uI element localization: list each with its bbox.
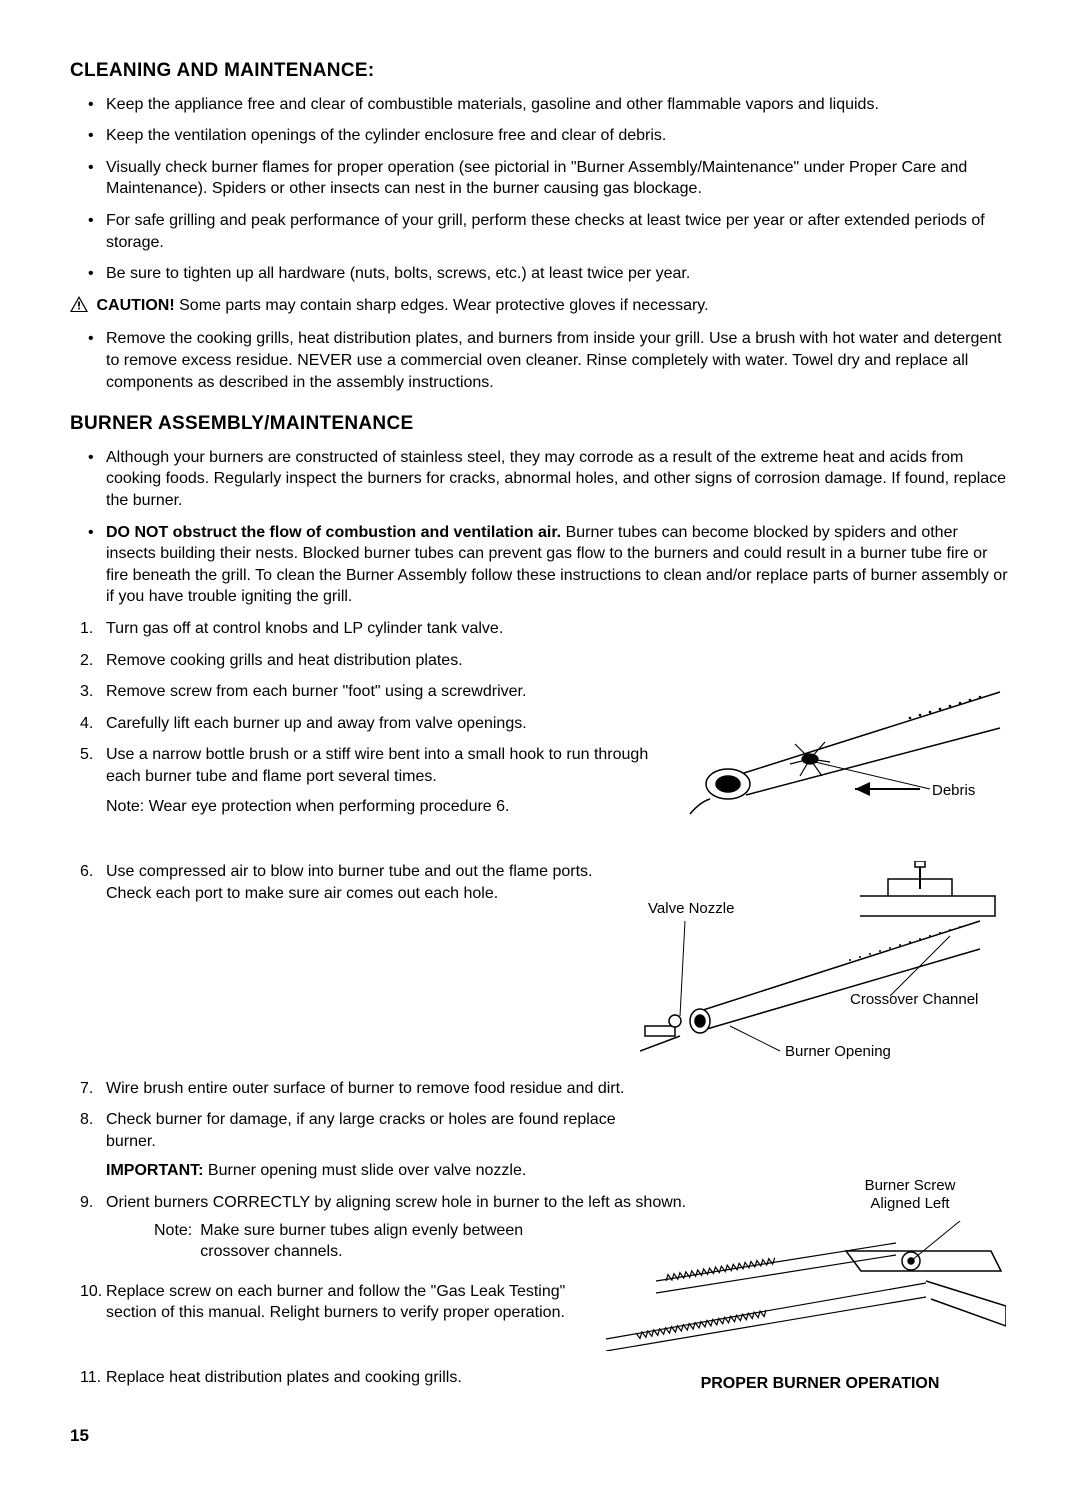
step: Wire brush entire outer surface of burne…: [70, 1078, 666, 1100]
step-text: Use compressed air to blow into burner t…: [106, 861, 630, 904]
label-valve-nozzle: Valve Nozzle: [648, 900, 734, 917]
step: Use compressed air to blow into burner t…: [70, 861, 1010, 1068]
cleaning-bullet: Remove the cooking grills, heat distribu…: [70, 328, 1010, 393]
label-debris: Debris: [932, 782, 975, 799]
cleaning-bullet: For safe grilling and peak performance o…: [70, 210, 1010, 253]
warning-icon: [70, 296, 88, 319]
step-text: Replace heat distribution plates and coo…: [106, 1367, 620, 1389]
cleaning-bullets-after: Remove the cooking grills, heat distribu…: [70, 328, 1010, 393]
note-text: Make sure burner tubes align evenly betw…: [200, 1220, 540, 1263]
heading-cleaning: CLEANING AND MAINTENANCE:: [70, 58, 1010, 84]
caution-label: CAUTION!: [96, 297, 174, 314]
step: Replace screw on each burner and follow …: [70, 1281, 1010, 1358]
cleaning-bullet: Be sure to tighten up all hardware (nuts…: [70, 263, 1010, 285]
label-burner-opening: Burner Opening: [785, 1043, 891, 1060]
important-label: IMPORTANT:: [106, 1162, 203, 1179]
step-text: Orient burners CORRECTLY by aligning scr…: [106, 1194, 686, 1211]
burner-bullet-bold: DO NOT obstruct the flow of combustion a…: [106, 524, 561, 541]
figure-aligned: [586, 1221, 1006, 1358]
note-label: Note:: [154, 1220, 192, 1263]
step: Remove cooking grills and heat distribut…: [70, 650, 1010, 672]
step-text: Replace screw on each burner and follow …: [106, 1281, 576, 1324]
cleaning-bullet: Visually check burner flames for proper …: [70, 157, 1010, 200]
label-burner-screw-2: Aligned Left: [870, 1195, 950, 1212]
label-crossover: Crossover Channel: [850, 991, 978, 1008]
burner-bullets: Although your burners are constructed of…: [70, 447, 1010, 608]
cleaning-bullet: Keep the ventilation openings of the cyl…: [70, 125, 1010, 147]
step: Use a narrow bottle brush or a stiff wir…: [70, 744, 1010, 851]
page-number: 15: [70, 1425, 1010, 1448]
cleaning-bullets: Keep the appliance free and clear of com…: [70, 94, 1010, 285]
step: Check burner for damage, if any large cr…: [70, 1109, 666, 1182]
label-burner-screw-1: Burner Screw: [865, 1177, 956, 1194]
step-note: Note: Wear eye protection when performin…: [106, 796, 660, 818]
step: Replace heat distribution plates and coo…: [70, 1367, 1010, 1395]
cleaning-bullet: Keep the appliance free and clear of com…: [70, 94, 1010, 116]
burner-bullet: Although your burners are constructed of…: [70, 447, 1010, 512]
heading-proper: PROPER BURNER OPERATION: [630, 1373, 1010, 1395]
caution-text: Some parts may contain sharp edges. Wear…: [175, 297, 709, 314]
figure-valve: Valve Nozzle Crossover Channel Burner Op…: [640, 861, 1010, 1068]
heading-burner: BURNER ASSEMBLY/MAINTENANCE: [70, 411, 1010, 437]
step-text: Use a narrow bottle brush or a stiff wir…: [106, 746, 648, 785]
steps-list: Turn gas off at control knobs and LP cyl…: [70, 618, 1010, 1395]
burner-bullet: DO NOT obstruct the flow of combustion a…: [70, 522, 1010, 608]
important-text: Burner opening must slide over valve noz…: [203, 1162, 526, 1179]
caution-line: CAUTION! Some parts may contain sharp ed…: [70, 295, 1010, 319]
figure-debris: Debris: [670, 684, 1010, 851]
step-text: Check burner for damage, if any large cr…: [106, 1111, 616, 1150]
step: Turn gas off at control knobs and LP cyl…: [70, 618, 1010, 640]
